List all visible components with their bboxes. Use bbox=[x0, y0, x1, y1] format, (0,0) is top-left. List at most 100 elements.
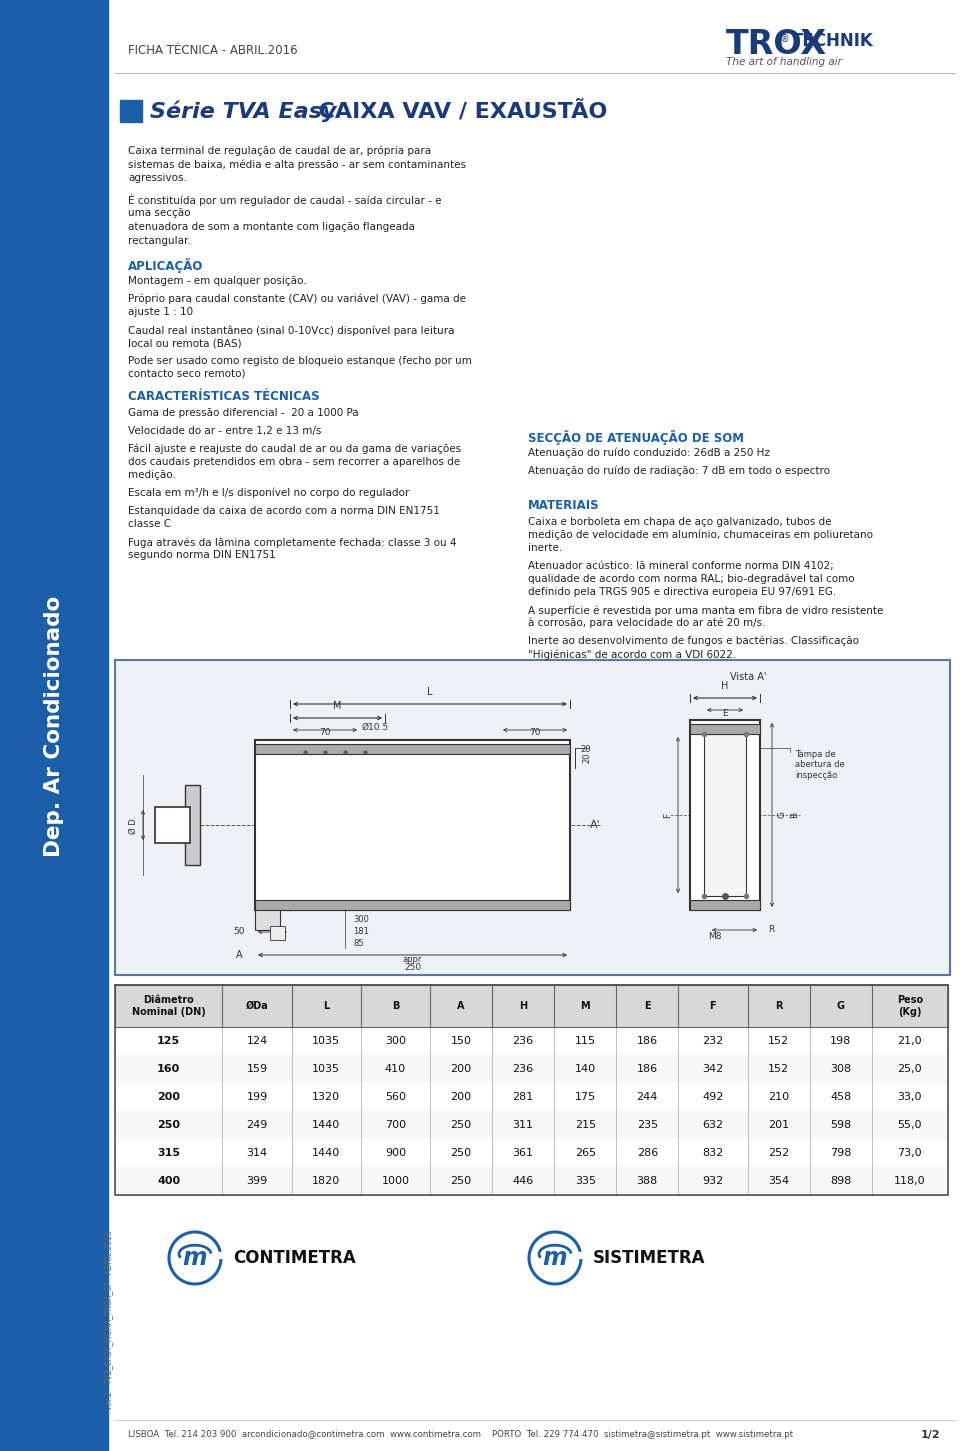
Text: 160: 160 bbox=[157, 1064, 180, 1074]
Text: Caixa e borboleta em chapa de aço galvanizado, tubos de: Caixa e borboleta em chapa de aço galvan… bbox=[528, 517, 831, 527]
Bar bbox=[255, 744, 570, 755]
Text: 249: 249 bbox=[247, 1120, 268, 1130]
Text: Fácil ajuste e reajuste do caudal de ar ou da gama de variações: Fácil ajuste e reajuste do caudal de ar … bbox=[128, 444, 461, 454]
Text: A: A bbox=[457, 1001, 465, 1011]
Text: 832: 832 bbox=[703, 1148, 724, 1158]
Text: 200: 200 bbox=[450, 1064, 471, 1074]
Text: G: G bbox=[778, 811, 786, 818]
Text: 33,0: 33,0 bbox=[898, 1093, 922, 1101]
Text: 21,0: 21,0 bbox=[898, 1036, 923, 1046]
Text: TROX: TROX bbox=[726, 28, 828, 61]
Text: 125: 125 bbox=[157, 1036, 180, 1046]
Bar bbox=[115, 1027, 948, 1055]
Text: 632: 632 bbox=[703, 1120, 724, 1130]
Text: 446: 446 bbox=[513, 1175, 534, 1185]
Bar bbox=[690, 900, 760, 910]
Text: 1320: 1320 bbox=[312, 1093, 340, 1101]
Text: m: m bbox=[542, 1246, 567, 1270]
Text: 152: 152 bbox=[768, 1036, 789, 1046]
Text: ajuste 1 : 10: ajuste 1 : 10 bbox=[128, 308, 193, 316]
Text: 1035: 1035 bbox=[312, 1036, 340, 1046]
Text: 560: 560 bbox=[385, 1093, 406, 1101]
Text: 85: 85 bbox=[353, 939, 364, 949]
Text: F: F bbox=[709, 1001, 716, 1011]
Text: A': A' bbox=[590, 820, 601, 830]
Text: 186: 186 bbox=[636, 1064, 658, 1074]
Text: APLICAÇÃO: APLICAÇÃO bbox=[128, 258, 204, 273]
Text: TECHNIK: TECHNIK bbox=[792, 32, 874, 49]
Text: 236: 236 bbox=[513, 1064, 534, 1074]
Bar bbox=[255, 740, 570, 910]
Text: 118,0: 118,0 bbox=[894, 1175, 925, 1185]
Text: 250: 250 bbox=[157, 1120, 180, 1130]
Text: CARACTERÍSTICAS TÉCNICAS: CARACTERÍSTICAS TÉCNICAS bbox=[128, 390, 320, 403]
Text: Peso
(Kg): Peso (Kg) bbox=[897, 995, 923, 1017]
Text: Montagem - em qualquer posição.: Montagem - em qualquer posição. bbox=[128, 276, 306, 286]
Text: H: H bbox=[519, 1001, 527, 1011]
Text: Inerte ao desenvolvimento de fungos e bactérias. Classificação: Inerte ao desenvolvimento de fungos e ba… bbox=[528, 636, 859, 647]
Text: 198: 198 bbox=[830, 1036, 852, 1046]
Text: 201: 201 bbox=[768, 1120, 789, 1130]
Text: Série TVA Easy: Série TVA Easy bbox=[150, 100, 337, 122]
Text: 210: 210 bbox=[768, 1093, 789, 1101]
Text: 900: 900 bbox=[385, 1148, 406, 1158]
Text: 314: 314 bbox=[247, 1148, 268, 1158]
Text: 25,0: 25,0 bbox=[898, 1064, 923, 1074]
Text: CONTIMETRA: CONTIMETRA bbox=[233, 1249, 356, 1267]
Text: R: R bbox=[775, 1001, 782, 1011]
Text: "Higiénicas" de acordo com a VDI 6022.: "Higiénicas" de acordo com a VDI 6022. bbox=[528, 649, 736, 660]
Bar bbox=[690, 720, 760, 910]
Text: 354: 354 bbox=[768, 1175, 789, 1185]
Bar bbox=[115, 1055, 948, 1082]
Text: A: A bbox=[236, 950, 243, 961]
Text: 308: 308 bbox=[830, 1064, 852, 1074]
Text: FICHA TÉCNICA - ABRIL.2016: FICHA TÉCNICA - ABRIL.2016 bbox=[128, 44, 298, 57]
Text: local ou remota (BAS): local ou remota (BAS) bbox=[128, 338, 242, 348]
Text: Velocidade do ar - entre 1,2 e 13 m/s: Velocidade do ar - entre 1,2 e 13 m/s bbox=[128, 427, 322, 435]
Text: 150: 150 bbox=[450, 1036, 471, 1046]
Text: M: M bbox=[333, 701, 342, 711]
Text: 932: 932 bbox=[703, 1175, 724, 1185]
Text: 1440: 1440 bbox=[312, 1148, 341, 1158]
Text: 70: 70 bbox=[320, 728, 331, 737]
Text: L: L bbox=[427, 686, 433, 696]
Text: 55,0: 55,0 bbox=[898, 1120, 922, 1130]
Text: 181: 181 bbox=[353, 927, 369, 936]
Bar bbox=[115, 985, 948, 1027]
Text: 159: 159 bbox=[247, 1064, 268, 1074]
Text: 250: 250 bbox=[450, 1175, 471, 1185]
Text: 73,0: 73,0 bbox=[898, 1148, 923, 1158]
Text: 1035: 1035 bbox=[312, 1064, 340, 1074]
Text: 286: 286 bbox=[636, 1148, 658, 1158]
Text: 342: 342 bbox=[703, 1064, 724, 1074]
Text: appr: appr bbox=[403, 955, 422, 963]
Text: 175: 175 bbox=[575, 1093, 596, 1101]
Text: Gama de pressão diferencial -  20 a 1000 Pa: Gama de pressão diferencial - 20 a 1000 … bbox=[128, 408, 359, 418]
Bar bbox=[115, 1082, 948, 1111]
Text: Fuga através da lâmina completamente fechada: classe 3 ou 4: Fuga através da lâmina completamente fec… bbox=[128, 537, 457, 547]
Text: B: B bbox=[790, 813, 799, 818]
Text: 388: 388 bbox=[636, 1175, 658, 1185]
Text: 898: 898 bbox=[829, 1175, 852, 1185]
Text: 1/2: 1/2 bbox=[921, 1431, 940, 1439]
Text: Ø D.: Ø D. bbox=[129, 815, 137, 834]
Text: segundo norma DIN EN1751: segundo norma DIN EN1751 bbox=[128, 550, 276, 560]
Bar bbox=[185, 785, 200, 865]
Text: 492: 492 bbox=[702, 1093, 724, 1101]
Text: Ø10.5: Ø10.5 bbox=[361, 723, 389, 731]
Text: Tampa de
abertura de
inspecção: Tampa de abertura de inspecção bbox=[795, 750, 845, 779]
Text: 250: 250 bbox=[450, 1120, 471, 1130]
Text: 361: 361 bbox=[513, 1148, 534, 1158]
Text: definido pela TRGS 905 e directiva europeia EU 97/691 EG.: definido pela TRGS 905 e directiva europ… bbox=[528, 588, 836, 596]
Text: ver.2   TVZ_EASY_FICHA_TROX_SP   ABRIL.2016: ver.2 TVZ_EASY_FICHA_TROX_SP ABRIL.2016 bbox=[104, 1230, 113, 1410]
Text: 335: 335 bbox=[575, 1175, 596, 1185]
Text: 244: 244 bbox=[636, 1093, 658, 1101]
Text: 458: 458 bbox=[830, 1093, 852, 1101]
Text: 115: 115 bbox=[575, 1036, 596, 1046]
Text: classe C: classe C bbox=[128, 519, 171, 530]
Text: uma secção: uma secção bbox=[128, 207, 190, 218]
Text: 20: 20 bbox=[582, 753, 591, 763]
Text: 399: 399 bbox=[247, 1175, 268, 1185]
Text: E: E bbox=[644, 1001, 651, 1011]
Text: 300: 300 bbox=[385, 1036, 406, 1046]
